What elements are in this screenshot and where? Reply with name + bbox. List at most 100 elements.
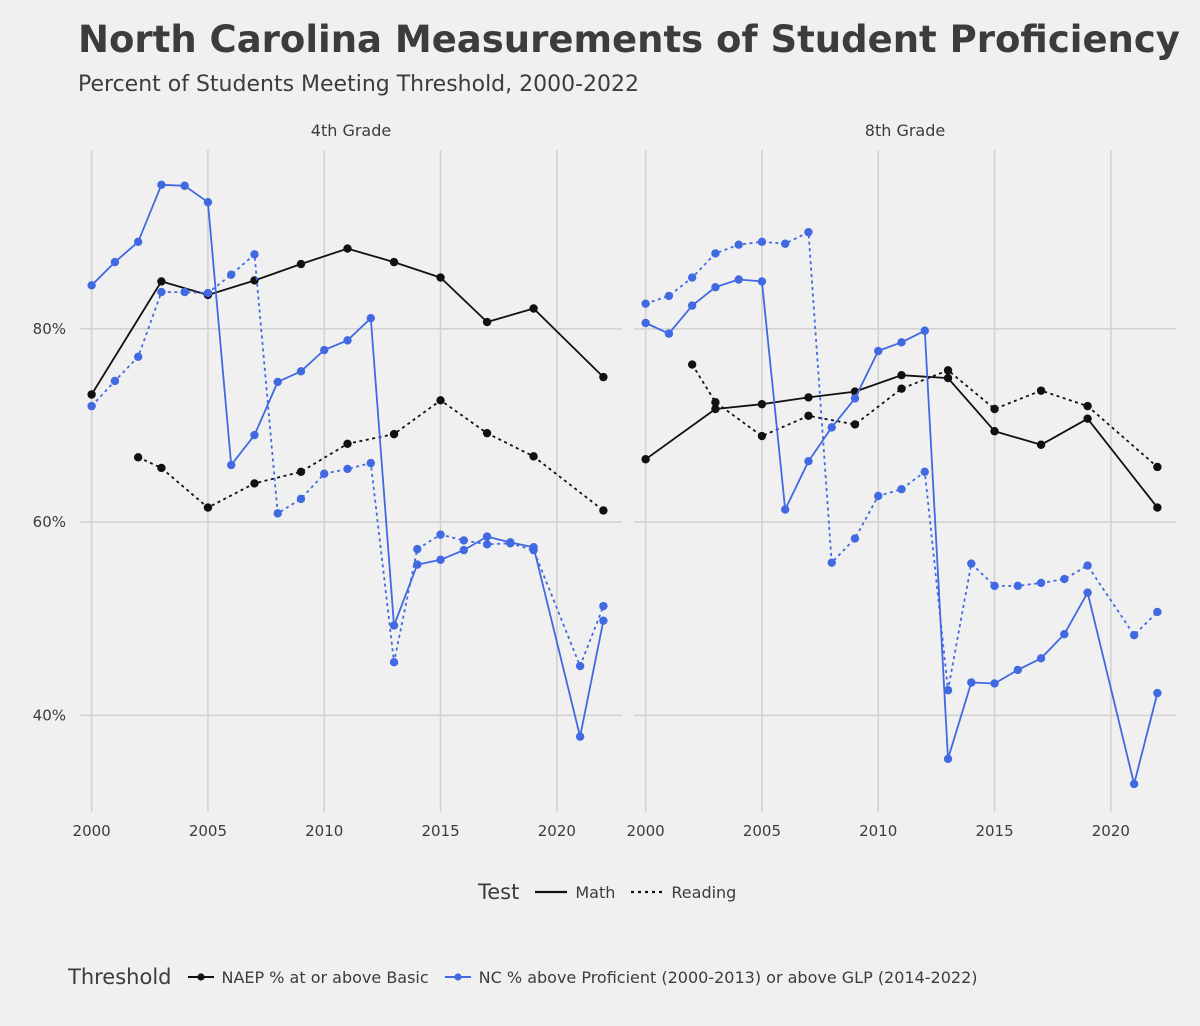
chart-subtitle: Percent of Students Meeting Threshold, 2… [78,72,640,97]
data-point [413,560,422,569]
data-point [180,287,189,297]
data-point [757,399,767,409]
data-point [781,239,790,248]
series-line [691,364,1158,468]
legend-threshold-title: Threshold [68,965,172,989]
series-line [90,247,605,395]
x-tick-label: 2000 [73,822,111,840]
data-point [203,288,213,298]
data-point [296,494,306,504]
data-point [920,326,929,335]
data-point [157,463,166,473]
data-point [664,291,674,301]
data-point [990,404,999,414]
data-point [967,559,976,568]
data-point [320,469,329,478]
data-point [1153,503,1162,512]
data-point [1083,561,1092,570]
data-point [827,558,836,567]
x-tick-label: 2020 [1092,822,1130,840]
data-point [389,621,399,630]
x-tick-label: 2000 [627,822,665,840]
data-point [389,429,399,439]
data-point [529,304,538,313]
data-point [203,503,213,512]
data-point [1129,779,1139,789]
data-point [1153,462,1162,472]
data-point [967,678,976,687]
data-point [943,373,953,383]
data-point [436,555,445,564]
data-point [757,431,767,441]
legend-reading-line-icon [631,890,664,894]
data-point [366,313,375,323]
legend-nc-label: NC % above Proficient (2000-2013) or abo… [478,967,978,987]
data-point [459,536,469,545]
data-point [87,401,96,411]
x-tick-label: 2010 [305,822,343,840]
data-point [1013,665,1023,675]
data-point [897,370,906,380]
data-point [203,197,213,207]
data-point [1036,578,1046,588]
data-point [804,456,813,466]
data-point [1036,386,1046,395]
data-point [1036,440,1046,449]
data-point [273,377,282,387]
data-point [110,376,120,386]
data-point [157,277,166,286]
data-point [1153,688,1162,698]
data-point [343,336,352,345]
data-point [757,237,767,247]
legend-reading-label: Reading [671,882,737,902]
data-point [804,411,813,420]
data-point [506,539,515,548]
data-point [250,430,259,440]
data-point [734,240,743,249]
series-line [645,231,1159,692]
data-point [87,390,96,399]
series-line [90,183,605,738]
data-point [436,396,445,405]
data-point [1013,581,1023,591]
data-point [482,540,492,549]
legend-nc-marker-icon [444,973,471,981]
data-point [943,754,953,764]
chart-plot-area: 4th Grade 2000 2005 2010 2015 2020 40% 60% 80% 8t… [33,121,1176,840]
data-point [990,679,999,688]
data-point [757,277,767,286]
data-point [296,467,306,477]
y-tick-label: 40% [33,706,66,724]
legend-test: Test Math Reading [478,880,750,904]
data-point [664,329,674,338]
y-tick-label: 60% [33,513,66,531]
data-point [436,530,445,539]
data-point [529,545,538,555]
data-point [482,532,492,541]
legend-naep-label: NAEP % at or above Basic [221,967,429,987]
x-tick-label: 2005 [189,822,227,840]
data-point [389,658,399,667]
data-point [459,545,469,555]
data-point [296,367,306,376]
data-point [943,366,953,375]
chart-title: North Carolina Measurements of Student P… [78,18,1180,61]
data-point [943,686,953,695]
data-point [1153,607,1162,617]
data-point [874,491,883,501]
data-point [482,317,492,327]
data-point [599,506,608,515]
data-point [711,404,720,414]
data-point [157,180,166,189]
data-point [110,257,120,267]
data-point [273,509,282,518]
data-point [413,544,422,554]
data-point [227,460,236,470]
data-point [389,257,399,267]
data-point [1083,588,1092,597]
data-point [227,270,236,279]
legend-test-title: Test [478,880,520,904]
data-point [296,259,306,269]
data-point [711,249,720,258]
data-point [781,505,790,514]
